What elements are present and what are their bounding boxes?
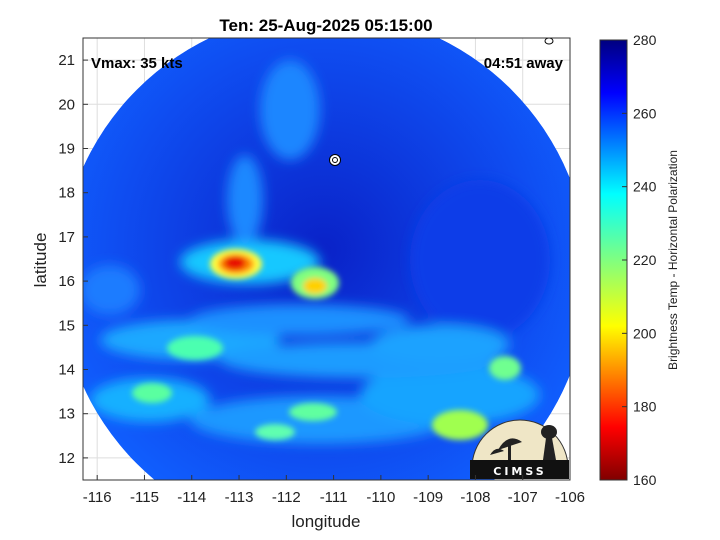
- feature-band-2: [132, 383, 172, 403]
- colorbar-tick-label: 260: [633, 105, 657, 121]
- plot-frame: [82, 37, 571, 481]
- cloud-patch: [83, 265, 140, 315]
- y-tick-label: 14: [58, 362, 75, 379]
- x-axis-label: longitude: [291, 512, 360, 531]
- colorbar-tick-label: 200: [633, 325, 657, 341]
- colorbar-tick-label: 220: [633, 252, 657, 268]
- y-tick-label: 12: [58, 450, 75, 467]
- x-tick-label: -114: [177, 489, 206, 506]
- plot-area: Vmax: 35 kts 04:51 away CIMSS: [82, 37, 571, 481]
- x-tick-label: -111: [320, 489, 348, 506]
- y-tick-label: 15: [58, 317, 75, 334]
- colorbar-label: Brightness Temp - Horizontal Polarizatio…: [666, 150, 680, 370]
- storm-marker-secondary-shape: [544, 38, 554, 45]
- swath: [83, 38, 570, 480]
- y-tick-label: 16: [58, 273, 75, 290]
- cloud-patch: [260, 60, 320, 160]
- warm-spot-1-core: [224, 256, 246, 270]
- cloud-patch: [360, 365, 540, 425]
- y-tick-label: 21: [58, 52, 75, 69]
- logo-tower-icon: [543, 438, 556, 460]
- colorbar-tick-label: 160: [633, 472, 657, 488]
- y-axis: 21 20 19 18 17 16 15 14 13 12: [58, 52, 88, 467]
- feature-band-3: [432, 410, 488, 440]
- colorbar-tick-label: 280: [633, 32, 657, 48]
- cloud-patch: [190, 304, 410, 336]
- logo-text: CIMSS: [493, 465, 546, 478]
- x-tick-label: -106: [555, 489, 585, 506]
- storm-marker-outer: [329, 154, 341, 166]
- y-axis-label: latitude: [31, 233, 50, 288]
- colorbar: 280 260 240 220 200 180 160 Brightness Temp - …: [599, 32, 680, 488]
- feature-band-4: [289, 403, 337, 421]
- feature-band-1: [167, 336, 223, 360]
- cloud-patch: [410, 180, 550, 340]
- storm-marker: [329, 154, 341, 166]
- feature-band-6: [255, 424, 295, 440]
- logo-ground: [470, 460, 569, 479]
- cloud-field: [83, 60, 550, 444]
- colorbar-tick-label: 240: [633, 179, 657, 195]
- feature-band-5: [489, 356, 521, 380]
- cloud-patch: [227, 155, 263, 245]
- storm-marker-secondary: [544, 38, 554, 45]
- y-tick-label: 17: [58, 229, 75, 246]
- x-tick-label: -107: [508, 489, 538, 506]
- storm-marker-inner: [332, 157, 338, 163]
- x-tick-label: -115: [130, 489, 159, 506]
- y-tick-label: 13: [58, 406, 75, 423]
- cloud-patch: [370, 325, 510, 365]
- y-tick-label: 18: [58, 185, 75, 202]
- logo-dish-stand: [508, 444, 511, 460]
- logo-tank-icon: [541, 425, 557, 439]
- x-tick-label: -109: [413, 489, 443, 506]
- colorbar-tick-label: 180: [633, 399, 657, 415]
- cimss-logo: CIMSS: [470, 419, 569, 479]
- logo-dish-small-icon: [490, 448, 504, 455]
- warm-features: [132, 249, 521, 440]
- chart-title: Ten: 25-Aug-2025 05:15:00: [219, 16, 432, 35]
- x-axis: -116 -115 -114 -113 -112 -111 -110 -109 -108 -107…: [83, 475, 585, 506]
- y-tick-label: 20: [58, 96, 75, 113]
- x-tick-label: -116: [83, 489, 112, 506]
- x-tick-label: -113: [225, 489, 254, 506]
- warm-spot-2-core: [303, 278, 327, 294]
- y-tick-label: 19: [58, 141, 75, 158]
- time-away-label: 04:51 away: [484, 55, 564, 72]
- x-tick-label: -108: [460, 489, 490, 506]
- colorbar-ticks: 280 260 240 220 200 180 160: [622, 32, 657, 488]
- x-tick-label: -112: [272, 489, 301, 506]
- vmax-label: Vmax: 35 kts: [91, 55, 183, 72]
- x-tick-label: -110: [366, 489, 395, 506]
